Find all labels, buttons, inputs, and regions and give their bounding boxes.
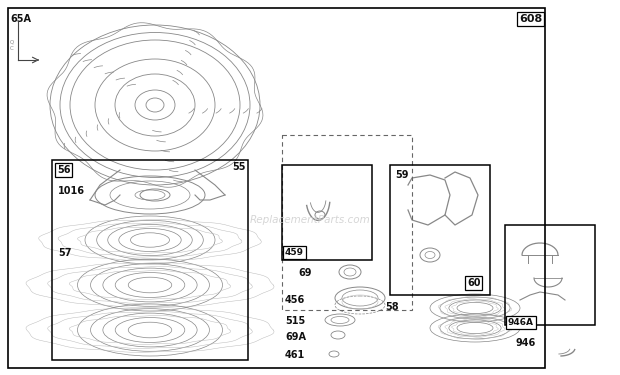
Text: 60: 60 <box>467 278 480 288</box>
Text: 56: 56 <box>57 165 71 175</box>
Bar <box>505 225 595 325</box>
Text: 55: 55 <box>232 162 246 172</box>
Text: 515: 515 <box>285 316 305 326</box>
Text: 946A: 946A <box>508 318 534 327</box>
Text: 65A: 65A <box>10 14 31 24</box>
Text: 59: 59 <box>395 170 409 180</box>
Text: 608: 608 <box>519 14 542 24</box>
Bar <box>282 135 412 310</box>
Text: 1016: 1016 <box>58 186 85 196</box>
Bar <box>52 160 248 360</box>
Text: 57: 57 <box>58 248 71 258</box>
Text: ReplacementParts.com: ReplacementParts.com <box>250 215 370 225</box>
Text: 58: 58 <box>385 302 399 312</box>
Text: 459: 459 <box>285 248 304 257</box>
Text: 461: 461 <box>285 350 305 360</box>
Text: 456: 456 <box>285 295 305 305</box>
Text: 69A: 69A <box>285 332 306 342</box>
Text: 946: 946 <box>515 338 535 348</box>
Bar <box>390 165 490 295</box>
Bar <box>8 8 545 368</box>
Bar <box>282 165 372 260</box>
Text: Q
C: Q C <box>10 40 14 51</box>
Text: 69: 69 <box>298 268 311 278</box>
